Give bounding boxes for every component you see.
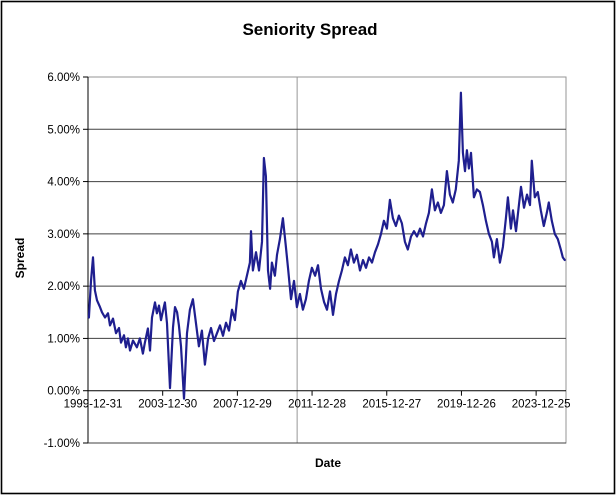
y-tick-label: 5.00% xyxy=(47,124,80,136)
x-axis-title: Date xyxy=(315,456,341,470)
y-tick-label: 3.00% xyxy=(47,229,80,241)
y-tick-label: 4.00% xyxy=(47,177,80,189)
y-tick-label: -1.00% xyxy=(44,438,80,450)
y-tick-label: 6.00% xyxy=(47,72,80,84)
x-tick-label: 2019-12-26 xyxy=(437,399,496,411)
y-axis-title: Spread xyxy=(13,238,27,279)
y-tick-label: 2.00% xyxy=(47,281,80,293)
x-tick-label: 2023-12-25 xyxy=(512,399,571,411)
x-tick-label: 2003-12-30 xyxy=(138,399,197,411)
x-tick-label: 1999-12-31 xyxy=(64,399,123,411)
x-tick-label: 2007-12-29 xyxy=(213,399,272,411)
x-tick-label: 2011-12-28 xyxy=(288,399,346,411)
plot-border xyxy=(87,76,567,444)
y-tick-label: 1.00% xyxy=(47,333,80,345)
plot-area: 6.00% 5.00% 4.00% 3.00% 2.00% 1.00% 0.00% -1.00… xyxy=(44,72,571,450)
series-line-seniority-spread xyxy=(87,91,566,400)
x-tick-label: 2015-12-27 xyxy=(362,399,421,411)
y-tick-label: 0.00% xyxy=(47,386,80,398)
chart-title: Seniority Spread xyxy=(242,20,377,39)
